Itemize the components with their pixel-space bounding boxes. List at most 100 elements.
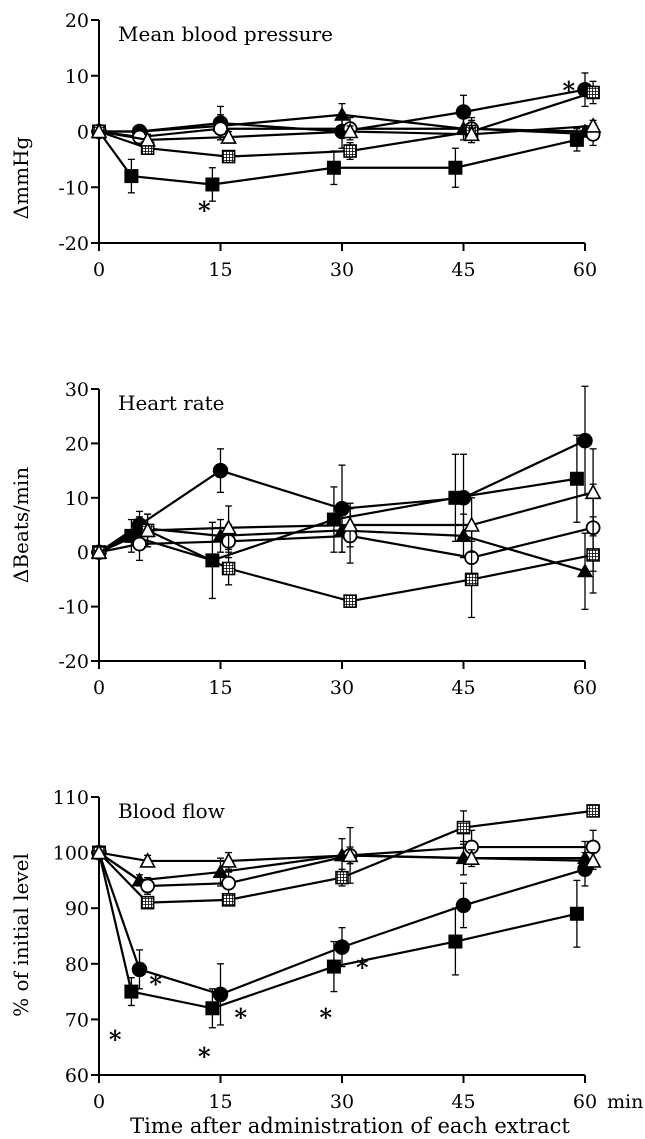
y-tick-label: 100 [53, 843, 89, 865]
y-tick-label: 10 [65, 488, 89, 510]
marker-filled-triangle [455, 527, 472, 542]
marker-open-triangle [90, 122, 108, 139]
series-line [98, 91, 594, 158]
marker-filled-square [326, 160, 341, 175]
marker-open-square-crosshatched [335, 870, 349, 885]
series-open-triangle [90, 843, 602, 870]
marker-open-triangle [220, 128, 237, 144]
series-open-triangle [90, 448, 602, 559]
x-tick-label: 0 [93, 677, 105, 699]
marker-filled-square [448, 490, 463, 505]
x-tick-label: 30 [330, 259, 354, 281]
marker-filled-circle [131, 961, 148, 978]
marker-filled-square [569, 906, 584, 921]
y-tick-label: 0 [77, 542, 89, 564]
series-filled-triangle [91, 508, 593, 610]
marker-filled-square [326, 959, 341, 974]
series-open-square-crosshatched [92, 80, 600, 164]
marker-open-square-crosshatched [221, 149, 236, 164]
series-filled-square [92, 124, 584, 202]
x-axis-title: Time after administration of each extrac… [130, 1114, 570, 1138]
y-tick-label: 90 [65, 898, 89, 920]
significance-star: * [320, 1003, 333, 1032]
x-tick-label: 45 [451, 1091, 475, 1113]
significance-star: * [234, 1003, 247, 1032]
x-tick-label: 60 [573, 677, 597, 699]
marker-open-circle [221, 875, 237, 891]
marker-open-square-crosshatched [456, 820, 471, 835]
marker-open-triangle [139, 131, 156, 147]
marker-open-triangle [139, 521, 156, 538]
marker-open-triangle [463, 516, 480, 532]
y-tick-label: 20 [65, 433, 89, 455]
y-tick-label: 70 [65, 1009, 89, 1031]
x-tick-label: 0 [93, 1091, 105, 1113]
panel-3: 60 70 80 90 100 110 0 15 30 45 60 min Blood flow % of… [9, 787, 643, 1113]
y-axis-label: ΔmmHg [9, 136, 33, 219]
y-tick-label: 30 [65, 379, 89, 401]
series-line [98, 845, 594, 888]
x-tick-label: 15 [208, 259, 232, 281]
marker-open-triangle [220, 519, 237, 535]
marker-open-square-crosshatched [464, 572, 479, 587]
marker-open-triangle [90, 543, 108, 559]
y-tick-label: -20 [58, 651, 89, 673]
marker-open-square-crosshatched [343, 144, 357, 158]
marker-open-square-crosshatched [221, 561, 236, 576]
marker-filled-square [326, 512, 341, 527]
marker-open-triangle [463, 125, 480, 142]
significance-star: * [563, 76, 576, 105]
series-line [98, 124, 594, 141]
panel-title: Heart rate [118, 391, 225, 415]
x-tick-label: 30 [330, 1091, 354, 1113]
significance-star: * [149, 969, 162, 998]
marker-filled-square [448, 160, 463, 175]
marker-open-triangle [90, 843, 108, 860]
x-tick-label: 60 [573, 1091, 597, 1113]
y-axis-label: % of initial level [9, 853, 33, 1017]
marker-filled-square [569, 471, 584, 486]
marker-filled-square [205, 1001, 220, 1016]
y-axis-label: ΔBeats/min [9, 467, 33, 583]
significance-star: * [198, 1042, 211, 1071]
marker-open-square-crosshatched [140, 895, 155, 910]
marker-filled-triangle [577, 563, 593, 578]
marker-filled-square [124, 169, 139, 184]
series-line [97, 852, 578, 1010]
marker-filled-square [124, 984, 139, 999]
x-tick-label: 45 [451, 677, 475, 699]
marker-open-triangle [584, 117, 602, 133]
series-line [97, 852, 586, 996]
marker-open-circle [585, 839, 601, 855]
marker-open-square-crosshatched [586, 804, 600, 818]
series-open-triangle [90, 117, 602, 147]
marker-filled-circle [577, 432, 593, 449]
x-tick-label: 45 [451, 259, 475, 281]
y-tick-label: 0 [77, 122, 89, 144]
marker-open-triangle [341, 846, 359, 863]
marker-open-square-crosshatched [221, 893, 236, 907]
y-tick-label: -10 [58, 597, 89, 619]
x-unit-label: min [607, 1091, 643, 1113]
y-tick-label: 80 [65, 954, 89, 976]
significance-star: * [198, 196, 211, 225]
marker-filled-square [448, 934, 463, 949]
x-tick-label: 0 [93, 259, 105, 281]
marker-open-triangle [584, 483, 602, 500]
panel-2: -20 -10 0 10 20 30 0 15 30 45 60 Heart rate ΔBeats/m… [9, 379, 602, 699]
x-tick-label: 15 [208, 1091, 232, 1113]
x-tick-label: 15 [208, 677, 232, 699]
marker-open-triangle [220, 852, 237, 868]
y-tick-label: 10 [65, 66, 89, 88]
series-line [98, 851, 594, 863]
marker-open-square-crosshatched [343, 594, 357, 608]
marker-open-square-crosshatched [586, 85, 600, 100]
panel-title: Mean blood pressure [118, 22, 333, 46]
marker-filled-circle [455, 897, 472, 914]
marker-filled-square [205, 177, 220, 192]
marker-filled-circle [455, 104, 472, 120]
marker-filled-circle [334, 939, 350, 955]
marker-open-square-crosshatched [586, 548, 600, 562]
marker-open-triangle [463, 849, 480, 865]
